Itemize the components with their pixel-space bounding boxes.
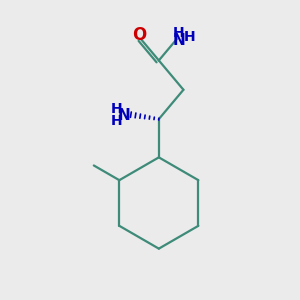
Text: H: H bbox=[111, 114, 123, 128]
Text: O: O bbox=[132, 26, 146, 44]
Text: H: H bbox=[183, 30, 195, 44]
Text: N: N bbox=[118, 108, 130, 123]
Text: H: H bbox=[172, 26, 184, 40]
Text: N: N bbox=[173, 33, 185, 48]
Text: H: H bbox=[111, 102, 123, 116]
